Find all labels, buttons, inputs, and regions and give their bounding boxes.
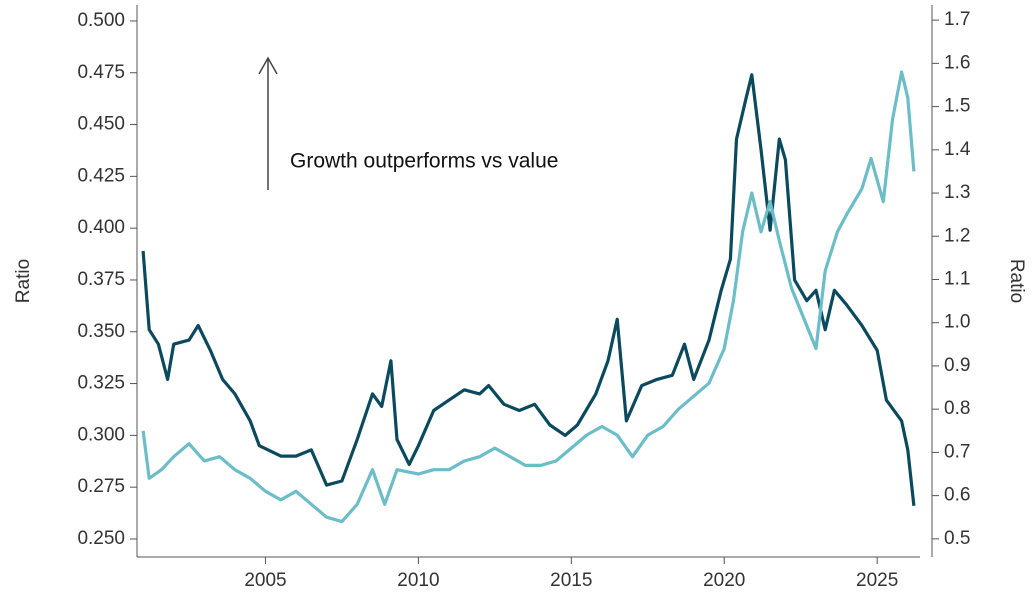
y-tick-label: 0.375 — [77, 269, 125, 290]
y2-tick-label: 0.9 — [944, 355, 970, 376]
x-tick-label: 2015 — [550, 570, 592, 591]
y-tick-label: 0.400 — [77, 217, 125, 238]
y-tick-label: 0.350 — [77, 321, 125, 342]
y2-tick-label: 1.0 — [944, 312, 970, 333]
x-tick-label: 2010 — [397, 570, 439, 591]
y2-tick-label: 1.5 — [944, 96, 970, 117]
annotation-arrowhead — [258, 56, 278, 75]
y-tick-label: 0.500 — [77, 10, 125, 31]
series-line — [141, 73, 916, 506]
y2-tick-label: 1.7 — [944, 9, 970, 30]
y2-tick-label: 1.3 — [944, 182, 970, 203]
y2-tick-label: 1.4 — [944, 139, 971, 160]
y2-tick-label: 1.2 — [944, 225, 970, 246]
y2-tick-label: 1.1 — [944, 269, 970, 290]
y-tick-label: 0.325 — [77, 373, 125, 394]
y2-tick-label: 0.5 — [944, 528, 970, 549]
y-tick-label: 0.425 — [77, 165, 125, 186]
y-tick-label: 0.450 — [77, 114, 125, 135]
y2-axis-label: Ratio — [1006, 259, 1027, 303]
x-tick-label: 2025 — [856, 570, 898, 591]
annotation: Growth outperforms vs value — [290, 150, 558, 173]
y2-tick-label: 1.6 — [944, 52, 970, 73]
y2-tick-label: 0.7 — [944, 441, 970, 462]
y-tick-label: 0.475 — [77, 62, 125, 83]
y-axis-label: Ratio — [13, 259, 34, 303]
y-tick-label: 0.250 — [77, 528, 125, 549]
x-tick-label: 2020 — [703, 570, 745, 591]
y-tick-label: 0.275 — [77, 476, 125, 497]
series-line — [141, 70, 916, 524]
y2-tick-label: 0.6 — [944, 485, 970, 506]
y-tick-label: 0.300 — [77, 424, 125, 445]
x-tick-label: 2005 — [244, 570, 286, 591]
y2-tick-label: 0.8 — [944, 398, 970, 419]
